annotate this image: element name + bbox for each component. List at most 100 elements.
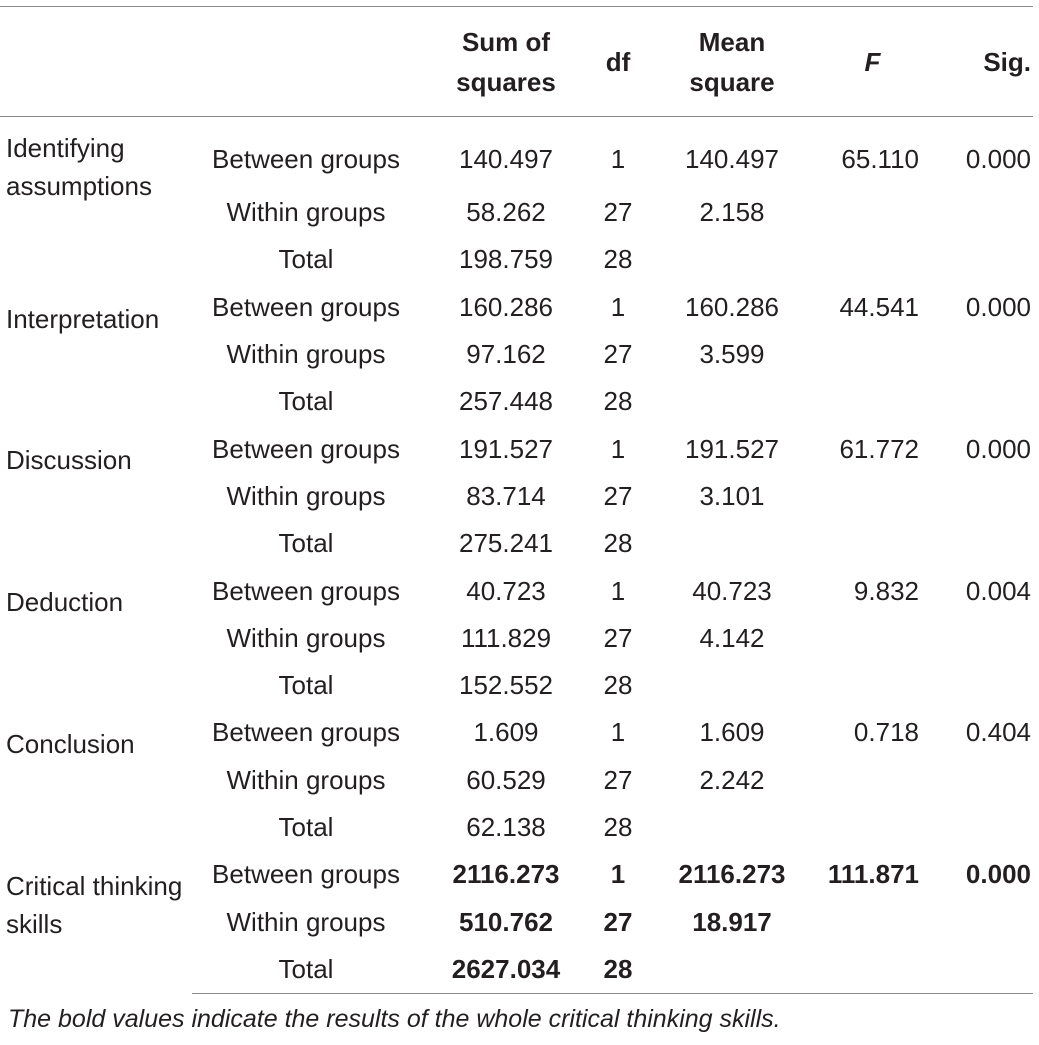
df-cell: 28 bbox=[592, 945, 644, 995]
group-label: Discussion bbox=[6, 445, 132, 476]
sig-cell bbox=[925, 615, 1033, 662]
group-label: Deduction bbox=[6, 587, 124, 618]
sig-cell: 0.000 bbox=[965, 433, 1031, 464]
f-cell: 111.871 bbox=[827, 859, 919, 890]
f-cell: 61.772 bbox=[839, 433, 919, 464]
table-row: Total 2627.034 28 bbox=[0, 945, 1033, 995]
mean-square-cell: 4.142 bbox=[699, 622, 765, 653]
mean-square-cell: 40.723 bbox=[692, 575, 772, 606]
f-cell bbox=[820, 189, 925, 236]
sum-of-squares-cell: 2116.273 bbox=[452, 859, 560, 890]
sig-cell: 0.000 bbox=[965, 143, 1031, 174]
mean-square-cell bbox=[644, 945, 820, 995]
sum-of-squares-cell: 40.723 bbox=[466, 575, 546, 606]
source-cell: Total bbox=[278, 386, 334, 417]
anova-table: Sum of squares df Mean square F Sig. Ide… bbox=[0, 6, 1033, 995]
df-cell: 28 bbox=[603, 528, 633, 559]
group-label: Identifying assumptions bbox=[6, 133, 152, 201]
sum-of-squares-cell: 60.529 bbox=[466, 764, 546, 795]
mean-square-cell: 2.158 bbox=[699, 197, 765, 228]
sig-cell bbox=[925, 331, 1033, 378]
source-cell: Within groups bbox=[226, 622, 386, 653]
mean-square-cell bbox=[644, 520, 820, 567]
df-cell: 28 bbox=[603, 670, 633, 701]
source-cell: Between groups bbox=[212, 575, 400, 606]
header-source-blank bbox=[192, 7, 420, 117]
mean-square-cell bbox=[644, 662, 820, 709]
table-footnote: The bold values indicate the results of … bbox=[8, 1005, 781, 1033]
source-cell: Total bbox=[192, 945, 420, 995]
source-cell: Between groups bbox=[212, 717, 400, 748]
df-cell: 27 bbox=[603, 197, 633, 228]
header-sig: Sig. bbox=[983, 46, 1031, 77]
sum-of-squares-cell: 1.609 bbox=[473, 717, 539, 748]
sum-of-squares-cell: 97.162 bbox=[466, 339, 546, 370]
table-row: Within groups 510.762 27 18.917 bbox=[0, 898, 1033, 945]
mean-square-cell: 191.527 bbox=[685, 433, 779, 464]
f-cell bbox=[820, 804, 925, 851]
sig-cell bbox=[925, 804, 1033, 851]
group-label: Interpretation bbox=[6, 303, 160, 334]
source-cell: Between groups bbox=[212, 433, 400, 464]
df-cell: 1 bbox=[610, 717, 626, 748]
df-cell: 28 bbox=[603, 386, 633, 417]
source-cell: Within groups bbox=[226, 764, 386, 795]
table-header: Sum of squares df Mean square F Sig. bbox=[0, 6, 1033, 117]
f-cell bbox=[820, 378, 925, 425]
source-cell: Between groups bbox=[212, 291, 400, 322]
header-label-blank bbox=[0, 7, 192, 117]
f-cell: 9.832 bbox=[853, 575, 919, 606]
source-cell: Total bbox=[278, 244, 334, 275]
mean-square-cell: 160.286 bbox=[685, 291, 779, 322]
f-cell: 0.718 bbox=[853, 717, 919, 748]
source-cell: Within groups bbox=[226, 480, 386, 511]
table-row: Deduction Between groups 40.723 1 40.723 9.83… bbox=[0, 567, 1033, 618]
sig-cell bbox=[925, 189, 1033, 236]
source-cell: Within groups bbox=[226, 339, 386, 370]
df-cell: 28 bbox=[603, 244, 633, 275]
mean-square-cell: 3.599 bbox=[699, 339, 765, 370]
source-cell: Within groups bbox=[226, 906, 386, 937]
df-cell: 27 bbox=[603, 906, 633, 937]
sum-of-squares-cell: 2627.034 bbox=[420, 945, 592, 995]
f-cell bbox=[820, 473, 925, 520]
df-cell: 27 bbox=[603, 764, 633, 795]
mean-square-cell: 2.242 bbox=[699, 764, 765, 795]
sig-cell: 0.000 bbox=[965, 291, 1031, 322]
sum-of-squares-cell: 83.714 bbox=[466, 480, 546, 511]
sum-of-squares-cell: 152.552 bbox=[459, 670, 553, 701]
f-cell bbox=[820, 757, 925, 804]
header-row: Sum of squares df Mean square F Sig. bbox=[0, 6, 1033, 117]
f-cell bbox=[820, 520, 925, 567]
sum-of-squares-cell: 160.286 bbox=[459, 291, 553, 322]
table-body: Identifying assumptions Between groups 1 40… bbox=[0, 117, 1033, 995]
sum-of-squares-cell: 275.241 bbox=[459, 528, 553, 559]
df-cell: 27 bbox=[603, 480, 633, 511]
source-cell: Between groups bbox=[212, 859, 400, 890]
mean-square-cell: 2116.273 bbox=[678, 859, 786, 890]
table-row: Critical thinking skills Between groups 21… bbox=[0, 851, 1033, 939]
table-row: Within groups 83.714 27 3.101 bbox=[0, 473, 1033, 520]
header-mean-square-text: Mean square bbox=[689, 26, 775, 97]
sum-of-squares-cell: 257.448 bbox=[459, 386, 553, 417]
table-row: Total 198.759 28 bbox=[0, 236, 1033, 283]
table-row: Discussion Between groups 191.527 1 191.527 6… bbox=[0, 425, 1033, 476]
table-row: Within groups 111.829 27 4.142 bbox=[0, 615, 1033, 662]
source-cell: Between groups bbox=[212, 143, 400, 174]
df-cell: 27 bbox=[603, 339, 633, 370]
mean-square-cell bbox=[644, 804, 820, 851]
group-label: Conclusion bbox=[6, 729, 135, 760]
table-row: Interpretation Between groups 160.286 1 160.… bbox=[0, 284, 1033, 334]
df-cell: 1 bbox=[610, 859, 626, 890]
table-row: Total 275.241 28 bbox=[0, 520, 1033, 567]
table-row: Within groups 58.262 27 2.158 bbox=[0, 189, 1033, 236]
f-cell bbox=[820, 236, 925, 283]
f-cell: 44.541 bbox=[839, 291, 919, 322]
f-cell bbox=[820, 615, 925, 662]
table-row: Total 152.552 28 bbox=[0, 662, 1033, 709]
df-cell: 27 bbox=[603, 622, 633, 653]
sig-cell bbox=[925, 236, 1033, 283]
table-row: Within groups 60.529 27 2.242 bbox=[0, 757, 1033, 804]
table-row: Total 257.448 28 bbox=[0, 378, 1033, 425]
